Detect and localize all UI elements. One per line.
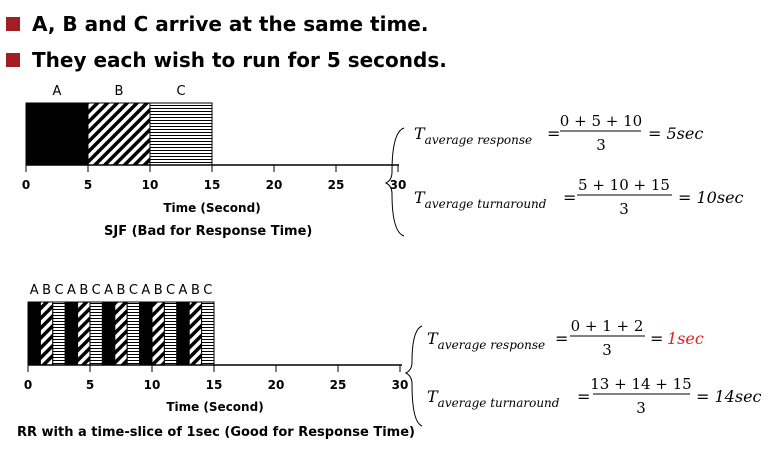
sjf-response-result: = 5sec xyxy=(648,124,703,143)
rr-process-label: C xyxy=(129,283,138,298)
rr-slice-a xyxy=(101,301,116,366)
sjf-process-label: B xyxy=(115,84,124,99)
rr-process-label: B xyxy=(42,283,51,298)
rr-slice-c xyxy=(89,301,103,366)
sjf-tick-label: 5 xyxy=(84,178,92,192)
sjf-caption: SJF (Bad for Response Time) xyxy=(104,224,313,239)
rr-response-equals: = xyxy=(555,329,568,348)
rr-slice-a xyxy=(64,301,79,366)
rr-response-subscript: average response xyxy=(438,338,545,352)
sjf-tick-label: 0 xyxy=(22,178,30,192)
rr-slice-a xyxy=(176,301,190,366)
sjf-axis-label: Time (Second) xyxy=(163,201,260,215)
bullet-marker-2 xyxy=(6,53,20,67)
rr-brace xyxy=(404,325,423,427)
svg-text:=: = xyxy=(547,124,560,143)
rr-process-label: B xyxy=(191,283,200,298)
rr-process-label: B xyxy=(117,283,126,298)
sjf-tick-label: 20 xyxy=(266,178,283,192)
rr-process-label: A xyxy=(179,283,188,298)
bullet-marker-1 xyxy=(6,17,20,31)
sjf-process-label: C xyxy=(176,84,185,99)
sjf-tick-label: 30 xyxy=(390,178,407,192)
rr-axis-label: Time (Second) xyxy=(166,400,263,414)
sjf-bar-b xyxy=(87,102,151,166)
rr-process-label: C xyxy=(166,283,175,298)
rr-tick-label: 30 xyxy=(392,378,409,392)
sjf-tick-label: 10 xyxy=(142,178,159,192)
rr-slice-b xyxy=(77,301,91,366)
sjf-turnaround-subscript: average turnaround xyxy=(425,197,547,211)
rr-slice-b xyxy=(188,301,203,366)
rr-process-label: A xyxy=(141,283,150,298)
sjf-formulas: Taverage response = 0 + 5 + 10 3 = 5sec … xyxy=(384,112,744,237)
rr-turnaround-numerator: 13 + 14 + 15 xyxy=(590,375,691,393)
rr-response-symbol: T xyxy=(427,329,439,348)
rr-process-label: A xyxy=(104,283,113,298)
rr-turnaround-symbol: T xyxy=(427,387,439,406)
sjf-process-label: A xyxy=(53,84,62,99)
rr-process-label: B xyxy=(154,283,163,298)
svg-text:=: = xyxy=(650,329,663,348)
rr-process-label: C xyxy=(92,283,101,298)
sjf-response-numerator: 0 + 5 + 10 xyxy=(560,112,642,130)
sjf-bar-a xyxy=(25,102,89,166)
rr-tick-label: 10 xyxy=(144,378,161,392)
sjf-turnaround-result: = 10sec xyxy=(678,188,744,207)
bullet-text-1: A, B and C arrive at the same time. xyxy=(32,12,429,36)
rr-slice-a xyxy=(27,301,41,366)
rr-process-label: A xyxy=(67,283,76,298)
rr-formulas: Taverage response = 0 + 1 + 2 3 = 1sec T… xyxy=(404,317,762,427)
rr-process-label: C xyxy=(54,283,63,298)
rr-tick-label: 20 xyxy=(268,378,285,392)
rr-turnaround-result: = 14sec xyxy=(696,387,762,406)
rr-process-label: B xyxy=(79,283,88,298)
bullet-text-2: They each wish to run for 5 seconds. xyxy=(32,48,447,72)
sjf-turnaround-denominator: 3 xyxy=(619,200,629,218)
svg-text:Taverage turnaround: Taverage turnaround xyxy=(427,387,560,410)
rr-tick-label: 5 xyxy=(86,378,94,392)
rr-turnaround-subscript: average turnaround xyxy=(438,396,560,410)
rr-caption: RR with a time-slice of 1sec (Good for R… xyxy=(17,425,415,440)
rr-slice-b xyxy=(39,301,54,366)
svg-text:=: = xyxy=(577,387,590,406)
sjf-gantt-chart: A B C 0 5 10 15 20 25 30 Time (Second) xyxy=(22,84,407,215)
sjf-response-symbol: T xyxy=(414,124,426,143)
sjf-response-denominator: 3 xyxy=(596,136,606,154)
sjf-turnaround-numerator: 5 + 10 + 15 xyxy=(578,176,670,194)
rr-tick-label: 15 xyxy=(206,378,223,392)
rr-tick-label: 25 xyxy=(330,378,347,392)
sjf-response-subscript: average response xyxy=(425,133,532,147)
rr-slice-c xyxy=(52,301,66,366)
sjf-brace xyxy=(384,127,405,237)
rr-tick-label: 0 xyxy=(24,378,32,392)
rr-slice-a xyxy=(139,301,153,366)
rr-response-numerator: 0 + 1 + 2 xyxy=(571,317,644,335)
rr-turnaround-denominator: 3 xyxy=(636,399,646,417)
rr-process-label: A xyxy=(30,283,39,298)
rr-slice-b xyxy=(114,301,128,366)
sjf-tick-label: 15 xyxy=(204,178,221,192)
rr-slice-c xyxy=(201,301,215,366)
rr-slice-c xyxy=(163,301,178,366)
rr-slice-b xyxy=(151,301,165,366)
svg-text:Taverage response: Taverage response xyxy=(427,329,545,352)
svg-text:Taverage turnaround: Taverage turnaround xyxy=(414,188,547,211)
rr-response-denominator: 3 xyxy=(602,341,612,359)
sjf-turnaround-symbol: T xyxy=(414,188,426,207)
svg-text:Taverage response: Taverage response xyxy=(414,124,532,147)
rr-slice-c xyxy=(126,301,141,366)
sjf-tick-label: 25 xyxy=(328,178,345,192)
rr-response-result: 1sec xyxy=(667,329,704,348)
rr-process-label: C xyxy=(203,283,212,298)
svg-text:=: = xyxy=(563,188,576,207)
sjf-bar-c xyxy=(149,102,213,166)
